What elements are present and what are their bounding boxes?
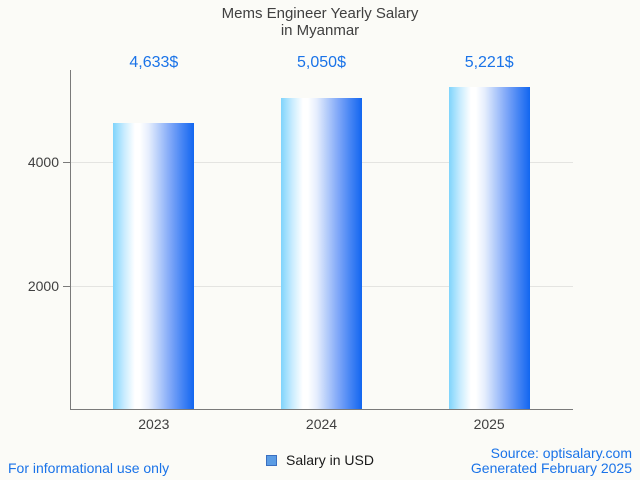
generated-text: Generated February 2025 <box>470 460 632 476</box>
chart-title-line1: Mems Engineer Yearly Salary <box>221 5 419 22</box>
x-tick-label: 2025 <box>473 416 505 432</box>
y-tick-mark <box>63 285 70 287</box>
bar-value-label: 5,050$ <box>297 54 346 71</box>
bar-value-label: 4,633$ <box>129 54 179 71</box>
chart-title-line2: in Myanmar <box>280 22 360 39</box>
y-tick-label: 2000 <box>27 277 59 294</box>
source-text: Source: optisalary.com <box>490 445 632 461</box>
x-tick-label: 2023 <box>138 416 170 432</box>
y-tick-mark <box>63 162 70 164</box>
x-tick-label: 2024 <box>305 416 338 432</box>
bar <box>281 98 362 409</box>
y-tick-label: 4000 <box>27 154 59 171</box>
source-block: Source: optisalary.com Generated Februar… <box>471 446 632 476</box>
y-axis-line <box>70 70 71 410</box>
disclaimer-text: For informational use only <box>8 460 170 476</box>
chart-title: Mems Engineer Yearly Salary in Myanmar <box>0 5 640 39</box>
bar-value-label: 5,221$ <box>464 54 514 71</box>
x-axis-line <box>70 409 573 410</box>
legend-swatch-icon <box>266 454 278 466</box>
bar <box>448 87 530 409</box>
legend: Salary in USD <box>0 452 640 468</box>
legend-label: Salary in USD <box>286 452 374 468</box>
bar <box>113 123 195 409</box>
